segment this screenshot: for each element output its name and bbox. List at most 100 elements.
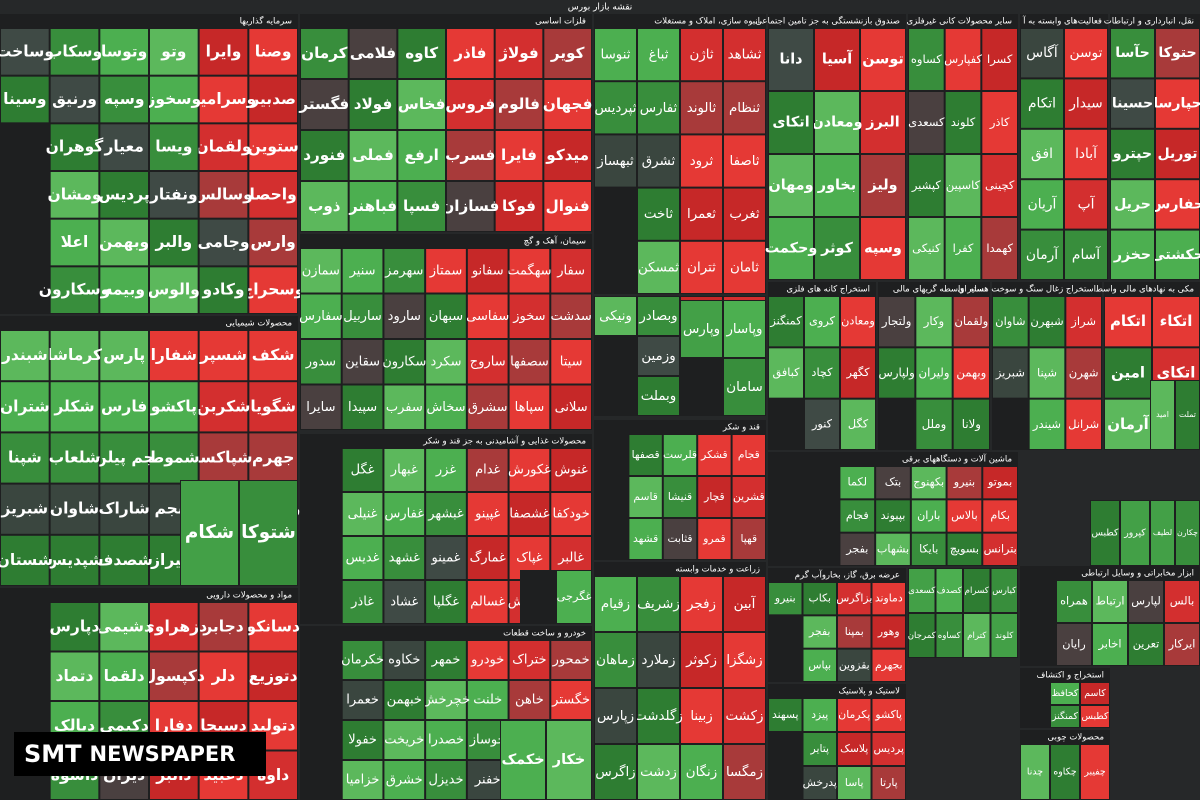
stock-tile xyxy=(837,582,872,616)
stock-symbol: قنیشا xyxy=(668,490,692,503)
stock-symbol: حتوکا xyxy=(1158,45,1196,61)
stock-symbol: سپیدا xyxy=(348,400,377,415)
stock-tile xyxy=(248,218,298,267)
sector-title: استخراج زغال سنگ و سوخت هسته ای xyxy=(958,284,1096,295)
stock-symbol: کفپارس xyxy=(944,52,982,67)
stock-symbol: ثباغ xyxy=(649,48,669,63)
stock-tile xyxy=(383,720,426,760)
stock-symbol: خفنر xyxy=(474,773,501,788)
stock-tile xyxy=(149,171,199,219)
stock-tile xyxy=(425,640,467,680)
stock-tile xyxy=(466,293,509,339)
stock-symbol: غبهار xyxy=(390,463,418,478)
sector: سرمایه گذاریها وصنا صدبیر ستوین واحصا وارس وسح… xyxy=(0,14,304,315)
stock-symbol: سفرب xyxy=(386,400,423,415)
stock-tile xyxy=(915,398,953,450)
stock-symbol: شرانل xyxy=(1068,417,1099,432)
stock-tile xyxy=(248,75,298,124)
stock-symbol: صدبیر xyxy=(249,90,296,108)
stock-tile xyxy=(697,476,732,518)
stock-tile xyxy=(198,266,249,315)
stock-tile xyxy=(1164,580,1200,623)
stock-symbol: بترانس xyxy=(984,542,1017,556)
stock-symbol: پردیس xyxy=(873,742,904,755)
stock-tile xyxy=(99,218,150,267)
stock-tile xyxy=(1164,623,1200,666)
stock-symbol: سصفها xyxy=(510,354,549,369)
stock-tile xyxy=(697,518,732,560)
sector-title: لاستیک و پلاستیک xyxy=(838,687,900,697)
stock-tile xyxy=(814,217,860,280)
stock-tile xyxy=(875,466,911,500)
stock-symbol: بپیوند xyxy=(881,509,906,523)
stock-tile xyxy=(723,134,766,188)
stock-symbol: وکار xyxy=(923,314,944,329)
stock-tile xyxy=(860,154,906,217)
stock-symbol: وسپه xyxy=(864,241,902,257)
stock-symbol: گوهران xyxy=(46,137,105,156)
sector: غگرجی xyxy=(520,570,592,624)
stock-tile xyxy=(383,293,426,339)
stock-tile xyxy=(1020,78,1064,129)
stock-tile xyxy=(248,651,298,701)
stock-tile xyxy=(723,300,766,358)
stock-symbol: خدیزل xyxy=(428,773,463,788)
stock-symbol: پدرخش xyxy=(803,776,837,789)
stock-tile xyxy=(508,384,551,430)
stock-tile xyxy=(915,347,953,399)
stock-symbol: بجهرم xyxy=(875,658,903,671)
stock-symbol: سارود xyxy=(388,309,421,324)
stock-tile xyxy=(768,28,814,91)
sector-title: فعالیت‌های وابسته به آ xyxy=(1022,15,1102,27)
stock-tile xyxy=(594,744,637,800)
stock-tile xyxy=(1080,705,1110,728)
stock-tile xyxy=(1110,179,1155,230)
stock-symbol: سقاین xyxy=(345,354,380,369)
stock-tile xyxy=(860,28,906,91)
stock-tile xyxy=(198,123,249,172)
stock-tile xyxy=(637,240,680,295)
stock-tile xyxy=(0,28,50,76)
stock-symbol: دسبحا xyxy=(200,716,247,734)
stock-tile xyxy=(341,720,384,760)
stock-tile xyxy=(198,330,249,382)
stock-symbol: ثامان xyxy=(730,260,759,275)
stock-symbol: دلقما xyxy=(104,667,145,685)
stock-tile xyxy=(680,576,723,632)
stock-tile xyxy=(1064,229,1108,281)
sector: تملت امید xyxy=(1150,380,1200,450)
stock-symbol: قشهد xyxy=(633,532,658,545)
stock-symbol: ولانا xyxy=(962,417,981,432)
stock-tile xyxy=(637,187,680,241)
stock-tile xyxy=(1028,347,1066,399)
stock-tile xyxy=(1065,398,1103,450)
stock-tile xyxy=(49,381,100,433)
stock-tile xyxy=(992,347,1029,399)
stock-symbol: غنوش xyxy=(554,463,588,478)
stock-tile xyxy=(814,154,860,217)
stock-tile xyxy=(425,448,467,492)
stock-tile xyxy=(1120,500,1150,566)
stock-tile xyxy=(341,640,384,680)
stock-symbol: غمینو xyxy=(431,551,461,566)
stock-symbol: شپاکسا xyxy=(195,449,253,468)
stock-tile xyxy=(946,499,983,533)
sector-title: استخراج کانه های فلزی xyxy=(786,285,870,295)
stock-symbol: آبین xyxy=(734,595,757,612)
stock-tile xyxy=(149,75,199,124)
stock-tile xyxy=(1064,128,1108,180)
stock-tile xyxy=(341,536,384,580)
stock-tile xyxy=(149,330,199,382)
stock-tile xyxy=(397,181,447,232)
stock-symbol: اتکای xyxy=(1157,364,1196,382)
sector-title: فلزات اساسی xyxy=(535,17,586,27)
stock-tile xyxy=(1110,28,1155,79)
stock-symbol: ومهان xyxy=(768,178,813,194)
stock-symbol: قاسم xyxy=(633,490,657,503)
stock-tile xyxy=(397,28,447,79)
stock-tile xyxy=(981,28,1018,91)
stock-tile xyxy=(840,296,876,348)
stock-symbol: شکلر xyxy=(53,397,94,415)
stock-tile xyxy=(99,28,150,76)
stock-tile xyxy=(300,181,349,232)
